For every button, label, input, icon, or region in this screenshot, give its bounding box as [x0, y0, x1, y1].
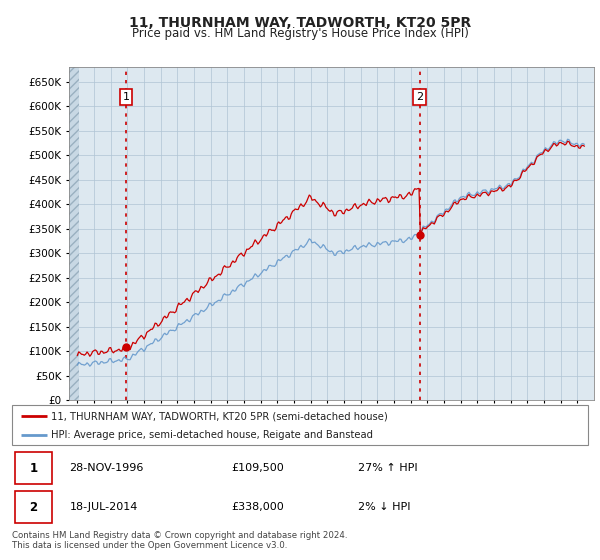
Text: £338,000: £338,000	[231, 502, 284, 512]
Text: 11, THURNHAM WAY, TADWORTH, KT20 5PR (semi-detached house): 11, THURNHAM WAY, TADWORTH, KT20 5PR (se…	[51, 411, 388, 421]
Text: Price paid vs. HM Land Registry's House Price Index (HPI): Price paid vs. HM Land Registry's House …	[131, 27, 469, 40]
FancyBboxPatch shape	[12, 405, 588, 445]
FancyBboxPatch shape	[15, 491, 52, 524]
Text: 1: 1	[29, 461, 37, 475]
Text: HPI: Average price, semi-detached house, Reigate and Banstead: HPI: Average price, semi-detached house,…	[51, 430, 373, 440]
Text: 2: 2	[29, 501, 37, 514]
Text: 11, THURNHAM WAY, TADWORTH, KT20 5PR: 11, THURNHAM WAY, TADWORTH, KT20 5PR	[129, 16, 471, 30]
Text: 2: 2	[416, 92, 424, 102]
Text: 18-JUL-2014: 18-JUL-2014	[70, 502, 138, 512]
Text: 27% ↑ HPI: 27% ↑ HPI	[358, 463, 417, 473]
Text: 1: 1	[122, 92, 130, 102]
Text: 28-NOV-1996: 28-NOV-1996	[70, 463, 144, 473]
Text: £109,500: £109,500	[231, 463, 284, 473]
Text: 2% ↓ HPI: 2% ↓ HPI	[358, 502, 410, 512]
Text: Contains HM Land Registry data © Crown copyright and database right 2024.
This d: Contains HM Land Registry data © Crown c…	[12, 531, 347, 550]
Bar	[69, 67, 79, 400]
FancyBboxPatch shape	[15, 452, 52, 484]
